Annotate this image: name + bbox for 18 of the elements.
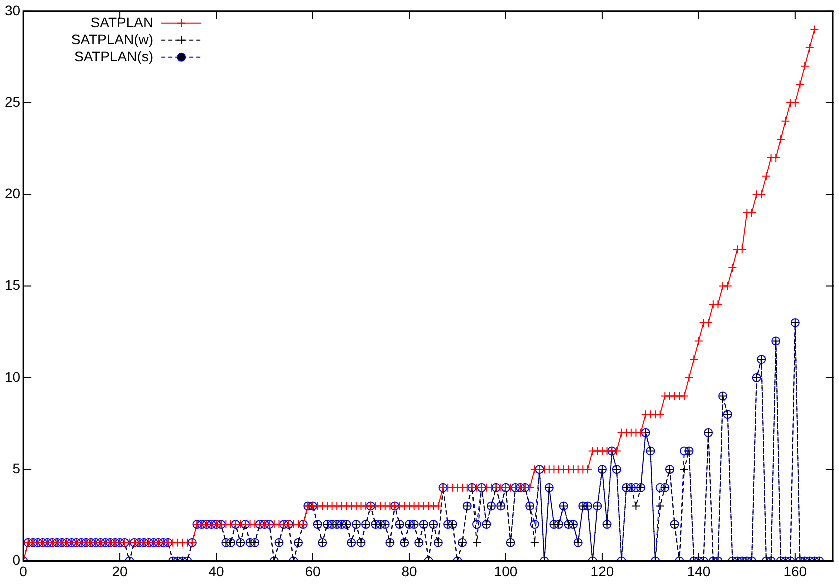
y-tick-label: 20 xyxy=(4,186,21,202)
y-tick-label: 25 xyxy=(4,94,21,110)
x-tick-label: 40 xyxy=(208,563,225,580)
legend-label: SATPLAN(w) xyxy=(71,31,154,48)
x-tick-label: 80 xyxy=(402,563,418,580)
legend-label: SATPLAN xyxy=(90,14,154,30)
x-tick-label: 20 xyxy=(112,563,128,580)
y-tick-label: 10 xyxy=(4,368,21,385)
x-tick-label: 100 xyxy=(494,563,518,580)
y-tick-label: 0 xyxy=(12,552,21,568)
x-tick-label: 60 xyxy=(305,563,322,580)
y-tick-label: 15 xyxy=(4,277,21,294)
y-tick-label: 30 xyxy=(4,2,21,18)
legend-label: SATPLAN(s) xyxy=(74,48,154,64)
x-tick-label: 120 xyxy=(590,563,614,580)
x-tick-label: 140 xyxy=(687,563,711,580)
y-tick-label: 5 xyxy=(12,460,21,476)
x-tick-label: 160 xyxy=(784,563,808,580)
